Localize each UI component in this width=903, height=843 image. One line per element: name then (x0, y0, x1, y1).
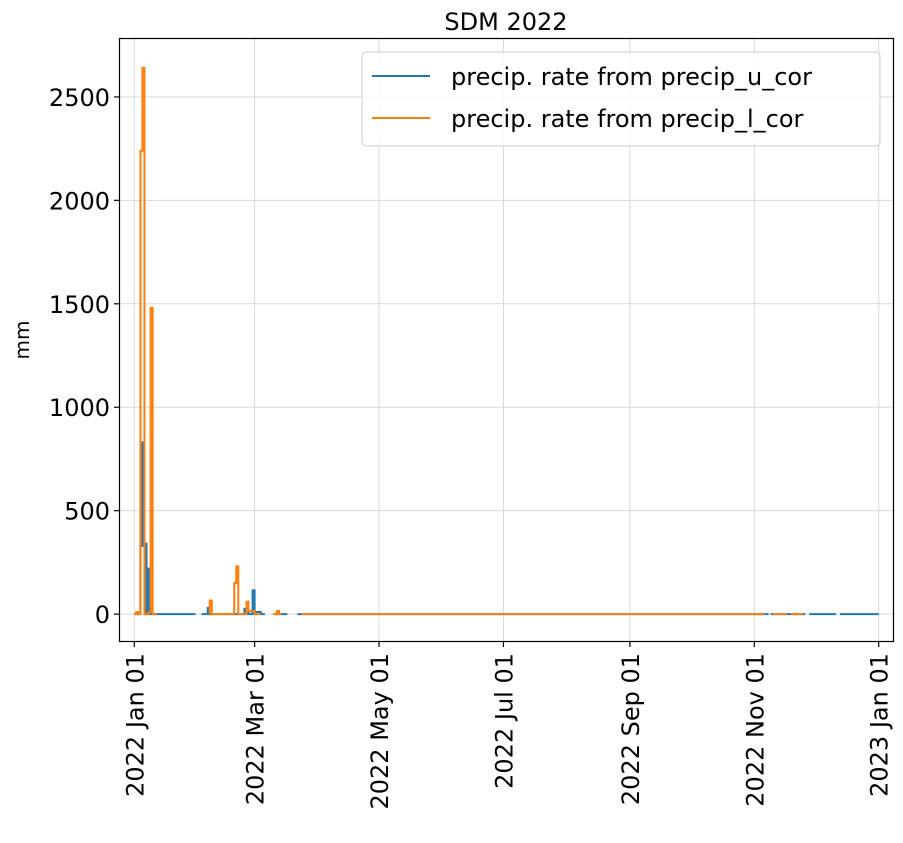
y-tick-label: 1500 (49, 291, 110, 319)
x-tick-label: 2022 Sep 01 (617, 653, 645, 805)
y-tick-label: 2000 (49, 187, 110, 215)
legend-box (361, 51, 881, 147)
legend-label-series-1: precip. rate from precip_u_cor (451, 63, 812, 91)
chart-title: SDM 2022 (444, 8, 567, 36)
x-tick-label: 2023 Jan 01 (866, 653, 894, 797)
x-tick-label: 2022 Jan 01 (121, 653, 149, 797)
legend-label-series-2: precip. rate from precip_l_cor (451, 105, 804, 133)
legend: precip. rate from precip_u_cor precip. r… (361, 51, 881, 147)
plot-lines (134, 66, 879, 616)
x-tick-label: 2022 Jul 01 (490, 653, 518, 789)
series-2-line (134, 66, 157, 616)
y-axis-ticks: 0 500 1000 1500 2000 2500 (49, 84, 120, 629)
x-axis-ticks: 2022 Jan 01 2022 Mar 01 2022 May 01 2022 Ju… (121, 641, 894, 810)
y-axis-label: mm (10, 321, 34, 360)
series-2-line (208, 565, 261, 616)
y-tick-label: 1000 (49, 394, 110, 422)
x-tick-label: 2022 Nov 01 (741, 653, 769, 807)
y-tick-label: 2500 (49, 84, 110, 112)
x-tick-label: 2022 May 01 (366, 653, 394, 810)
y-tick-label: 0 (95, 601, 110, 629)
series-2-line (272, 610, 282, 616)
x-tick-label: 2022 Mar 01 (242, 653, 270, 805)
axes-frame (118, 37, 895, 643)
y-tick-label: 500 (64, 498, 110, 526)
